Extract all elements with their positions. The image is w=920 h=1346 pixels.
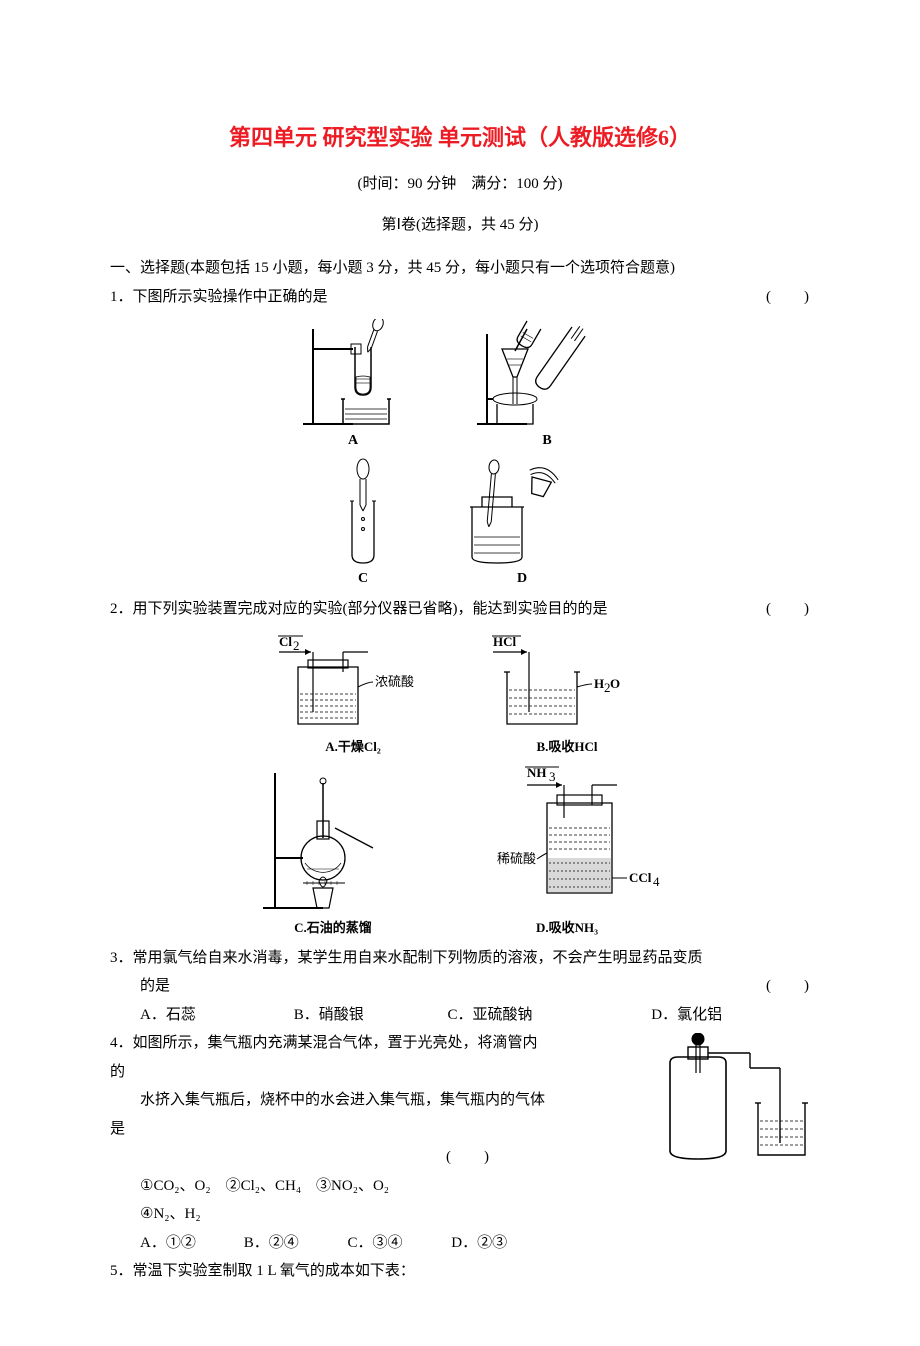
q3-options: A．石蕊 B．硝酸银 C．亚硫酸钠 D．氯化铝 bbox=[110, 1001, 810, 1030]
q5-stem: 常温下实验室制取 1 L 氧气的成本如下表： bbox=[133, 1263, 415, 1279]
q4-blank-row: ( ) bbox=[110, 1143, 650, 1172]
svg-text:4: 4 bbox=[653, 874, 660, 889]
svg-text:H: H bbox=[594, 676, 604, 691]
q1-number: 1． bbox=[110, 289, 133, 305]
q1-label-B: B bbox=[467, 433, 627, 449]
svg-text:O: O bbox=[610, 676, 620, 691]
q1-blank: ( ) bbox=[766, 283, 810, 312]
q1-fig-row1: A bbox=[110, 319, 810, 449]
q3-opt-C: C．亚硫酸钠 bbox=[448, 1001, 648, 1030]
q2-cap-B: B.吸收HCl bbox=[487, 736, 647, 755]
q5-line: 5．常温下实验室制取 1 L 氧气的成本如下表： bbox=[110, 1257, 810, 1286]
q4-opt-D: D．②③ bbox=[451, 1229, 551, 1258]
q2-fig-A: Cl 2 bbox=[273, 632, 433, 755]
q1-label-D: D bbox=[452, 571, 592, 587]
q1-fig-row2: C bbox=[110, 457, 810, 587]
q2-fig-row1: Cl 2 bbox=[110, 632, 810, 755]
q3-stem2: 的是 bbox=[140, 972, 170, 1001]
q4-options: A．①② B．②④ C．③④ D．②③ bbox=[110, 1229, 810, 1258]
q1-stem: 下图所示实验操作中正确的是 bbox=[133, 289, 328, 305]
q1-fig-C: C bbox=[328, 457, 398, 587]
q3-blank: ( ) bbox=[766, 972, 810, 1001]
q2-number: 2． bbox=[110, 601, 133, 617]
q4-items: ①CO₂、O₂ ②Cl₂、CH₄ ③NO₂、O₂ bbox=[110, 1172, 810, 1201]
q4-opt-A: A．①② bbox=[140, 1229, 240, 1258]
q3-line1: 3．常用氯气给自来水消毒，某学生用自来水配制下列物质的溶液，不会产生明显药品变质 bbox=[110, 944, 810, 973]
q1-label-A: A bbox=[293, 433, 413, 449]
q3-opt-A: A．石蕊 bbox=[140, 1001, 290, 1030]
q2-fig-row2: C.石油的蒸馏 NH 3 bbox=[110, 763, 810, 936]
q4-opt-C: C．③④ bbox=[348, 1229, 448, 1258]
q2-fig-D: NH 3 bbox=[467, 763, 667, 936]
q2-stem: 用下列实验装置完成对应的实验(部分仪器已省略)，能达到实验目的的是 bbox=[133, 601, 608, 617]
q2-stem-row: 2．用下列实验装置完成对应的实验(部分仪器已省略)，能达到实验目的的是 ( ) bbox=[110, 595, 810, 624]
q2-cap-D: D.吸收NH₃ bbox=[467, 917, 667, 936]
q2-blank: ( ) bbox=[766, 595, 810, 624]
q1-label-C: C bbox=[328, 571, 398, 587]
part-label: 第Ⅰ卷(选择题，共 45 分) bbox=[110, 213, 810, 234]
q3-opt-D: D．氯化铝 bbox=[651, 1001, 801, 1030]
q4-number: 4． bbox=[110, 1035, 133, 1051]
q4-opt-B: B．②④ bbox=[244, 1229, 344, 1258]
q1-stem-row: 1．下图所示实验操作中正确的是 ( ) bbox=[110, 283, 810, 312]
q2-fig-C: C.石油的蒸馏 bbox=[253, 763, 413, 936]
q4-items2: ④N₂、H₂ bbox=[110, 1200, 810, 1229]
svg-text:稀硫酸: 稀硫酸 bbox=[497, 851, 536, 866]
q1-fig-B: B bbox=[467, 319, 627, 449]
q2-cap-C: C.石油的蒸馏 bbox=[253, 917, 413, 936]
svg-text:3: 3 bbox=[549, 769, 556, 784]
q5-number: 5． bbox=[110, 1263, 133, 1279]
q1-fig-A: A bbox=[293, 319, 413, 449]
doc-timing: (时间：90 分钟 满分：100 分) bbox=[110, 172, 810, 193]
section-a-header: 一、选择题(本题包括 15 小题，每小题 3 分，共 45 分，每小题只有一个选… bbox=[110, 254, 810, 283]
q2-cap-A: A.干燥Cl₂ bbox=[273, 736, 433, 755]
svg-text:CCl: CCl bbox=[629, 870, 652, 885]
svg-text:浓硫酸: 浓硫酸 bbox=[375, 674, 414, 689]
q4-figure bbox=[660, 1033, 810, 1163]
q3-stem1: 常用氯气给自来水消毒，某学生用自来水配制下列物质的溶液，不会产生明显药品变质 bbox=[133, 950, 703, 966]
q4-block: 4．如图所示，集气瓶内充满某混合气体，置于光亮处，将滴管内 的 水挤入集气瓶后，… bbox=[110, 1029, 810, 1257]
q3-line2: 的是 ( ) bbox=[110, 972, 810, 1001]
q4-stem1: 如图所示，集气瓶内充满某混合气体，置于光亮处，将滴管内 bbox=[133, 1035, 538, 1051]
q1-fig-D: D bbox=[452, 457, 592, 587]
svg-text:2: 2 bbox=[293, 638, 300, 653]
q3-number: 3． bbox=[110, 950, 133, 966]
q4-blank: ( ) bbox=[446, 1143, 490, 1172]
q3-opt-B: B．硝酸银 bbox=[294, 1001, 444, 1030]
doc-title: 第四单元 研究型实验 单元测试（人教版选修6） bbox=[110, 120, 810, 152]
q2-fig-B: HCl H 2 O B.吸收HCl bbox=[487, 632, 647, 755]
